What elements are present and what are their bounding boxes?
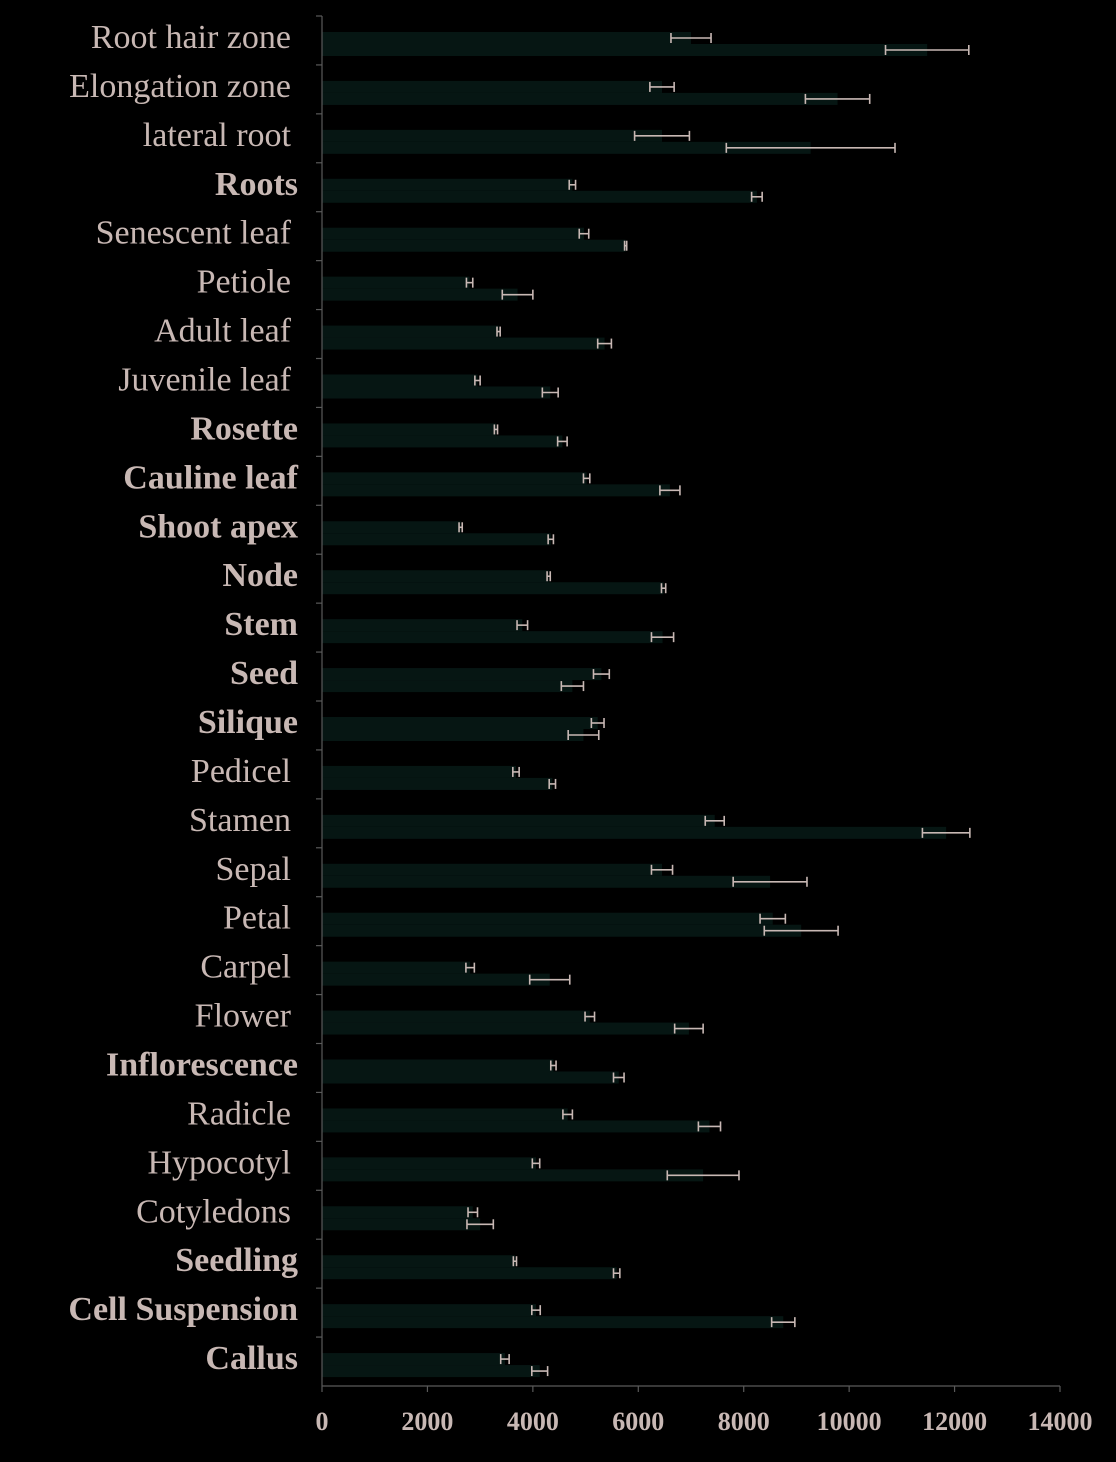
x-tick-label: 4000 — [507, 1407, 559, 1436]
x-axis-ticks: 0 2000 4000 6000 8000 10000 12000 14000 — [316, 15, 1093, 1436]
category-label: Juvenile leaf — [118, 362, 291, 399]
bar — [322, 80, 663, 93]
bar — [322, 129, 663, 142]
bar — [322, 1267, 617, 1280]
bar — [322, 423, 496, 436]
x-tick-label: 10000 — [817, 1407, 882, 1436]
category-label: Root hair zone — [91, 19, 291, 56]
category-label: Hypocotyl — [147, 1144, 291, 1181]
bar — [322, 631, 663, 644]
category-label: Pedicel — [191, 753, 291, 790]
bar — [322, 1304, 537, 1317]
bar — [322, 533, 551, 546]
bar — [322, 1157, 537, 1170]
bar — [322, 521, 461, 534]
bar — [322, 668, 602, 681]
bar — [322, 337, 605, 350]
bar — [322, 1120, 710, 1133]
bar — [322, 1365, 540, 1378]
bar — [322, 44, 928, 56]
bar — [322, 777, 553, 790]
category-label: Stamen — [189, 802, 291, 839]
bar — [322, 239, 626, 252]
category-label: Senescent leaf — [96, 215, 292, 252]
category-label: Carpel — [200, 949, 291, 986]
bar — [322, 92, 838, 105]
category-label: Seedling — [175, 1242, 298, 1279]
x-tick-label: 0 — [316, 1407, 329, 1436]
bar — [322, 582, 664, 595]
category-label: Seed — [230, 655, 298, 692]
x-tick-label: 8000 — [718, 1407, 770, 1436]
bar — [322, 32, 691, 44]
bar — [322, 1108, 568, 1121]
bar — [322, 875, 771, 888]
bar — [322, 435, 563, 448]
bar — [322, 863, 663, 876]
category-label: Adult leaf — [154, 313, 292, 350]
bar — [322, 1218, 481, 1231]
bar — [322, 924, 802, 937]
bar — [322, 1071, 619, 1084]
bar — [322, 973, 550, 986]
bar — [322, 178, 573, 191]
x-tick-label: 6000 — [612, 1407, 664, 1436]
bar — [322, 1010, 590, 1023]
category-label: Stem — [224, 606, 298, 643]
category-label: Callus — [205, 1340, 298, 1377]
bar — [322, 961, 471, 974]
category-label: Roots — [215, 166, 298, 203]
bar — [322, 484, 670, 497]
x-tick-label: 2000 — [401, 1407, 453, 1436]
error-bars-layer — [458, 33, 971, 1377]
category-label: Flower — [195, 998, 292, 1035]
bar — [322, 1022, 689, 1035]
bar — [322, 1206, 473, 1219]
bar — [322, 190, 757, 203]
category-label: Cauline leaf — [123, 459, 298, 496]
x-tick-label: 12000 — [922, 1407, 987, 1436]
bar — [322, 912, 773, 925]
bar — [322, 325, 499, 338]
category-label: Rosette — [190, 410, 298, 447]
x-tick-label: 14000 — [1028, 1407, 1093, 1436]
category-label: Petal — [223, 900, 291, 937]
bar — [322, 619, 523, 632]
bar — [322, 288, 518, 301]
bar — [322, 814, 715, 827]
bars-layer — [322, 32, 947, 1378]
category-label: lateral root — [143, 117, 292, 154]
bar — [322, 141, 811, 154]
bar — [322, 765, 516, 778]
category-label: Petiole — [197, 264, 291, 301]
category-labels: Root hair zone Elongation zone lateral roo… — [68, 19, 298, 1377]
bar — [322, 717, 598, 729]
bar — [322, 276, 470, 289]
bar — [322, 680, 573, 693]
bar — [322, 374, 478, 387]
bar — [322, 729, 584, 741]
category-label: Cell Suspension — [68, 1291, 298, 1328]
bar — [322, 1353, 505, 1366]
bar — [322, 570, 549, 583]
bar — [322, 1255, 515, 1268]
bar — [322, 1059, 554, 1072]
bar — [322, 1316, 784, 1329]
bar — [322, 472, 587, 485]
bar — [322, 826, 947, 839]
bar — [322, 1169, 704, 1182]
category-label: Node — [222, 557, 298, 594]
category-label: Radicle — [187, 1095, 291, 1132]
bar — [322, 227, 584, 240]
category-label: Sepal — [215, 851, 291, 888]
category-label: Inflorescence — [106, 1047, 298, 1084]
category-label: Cotyledons — [136, 1193, 291, 1230]
category-label: Shoot apex — [138, 508, 298, 545]
bar — [322, 386, 551, 399]
category-label: Elongation zone — [69, 68, 291, 105]
category-label: Silique — [198, 704, 298, 741]
